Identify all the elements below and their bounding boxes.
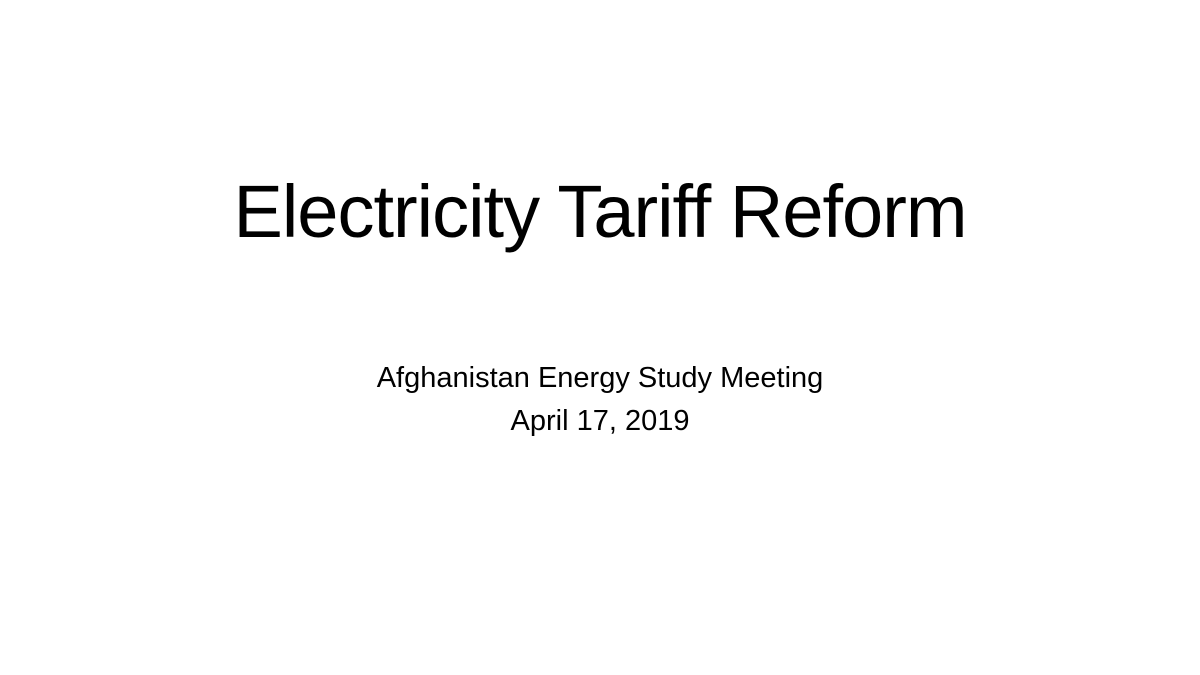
subtitle-line-meeting: Afghanistan Energy Study Meeting [376,362,824,394]
subtitle-line-date: April 17, 2019 [510,405,690,437]
slide-title: Electricity Tariff Reform [233,170,968,253]
slide-subtitle: Afghanistan Energy Study Meeting April 1… [0,357,1200,443]
